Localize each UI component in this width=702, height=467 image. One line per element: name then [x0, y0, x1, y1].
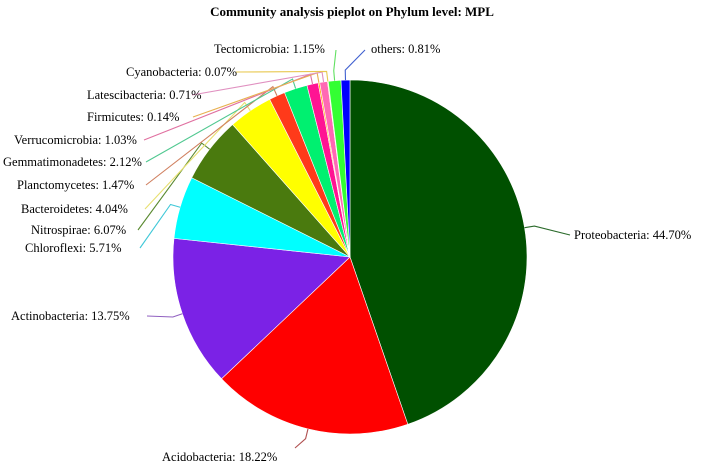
slice-label-nitrospirae: Nitrospirae: 6.07%	[31, 223, 126, 237]
leader-line-latescibacteria	[191, 71, 325, 96]
slice-label-bacteroidetes: Bacteroidetes: 4.04%	[21, 202, 128, 216]
leader-line-planctomycetes	[145, 85, 278, 186]
leader-line-proteobacteria	[524, 225, 571, 236]
slice-label-firmicutes: Firmicutes: 0.14%	[87, 110, 179, 124]
leader-lines	[137, 49, 571, 449]
slice-labels: Proteobacteria: 44.70% Acidobacteria: 18.…	[3, 42, 691, 464]
leader-line-cyanobacteria	[235, 70, 329, 82]
leader-line-nitrospirae	[137, 142, 210, 231]
leader-line-gemmatimonadetes	[145, 78, 297, 163]
slice-label-others: others: 0.81%	[371, 42, 440, 56]
leader-line-acidobacteria	[294, 428, 309, 449]
slice-label-gemmatimonadetes: Gemmatimonadetes: 2.12%	[3, 155, 142, 169]
slice-label-actinobacteria: Actinobacteria: 13.75%	[11, 309, 130, 323]
pie-slice-acidobacteria	[221, 256, 409, 435]
slice-label-cyanobacteria: Cyanobacteria: 0.07%	[126, 65, 237, 79]
slice-label-acidobacteria: Acidobacteria: 18.22%	[162, 450, 277, 464]
leader-line-others	[344, 49, 366, 81]
leader-line-bacteroidetes	[144, 101, 251, 210]
leader-line-actinobacteria	[146, 313, 183, 318]
pie-slices	[172, 79, 528, 435]
slice-label-planctomycetes: Planctomycetes: 1.47%	[17, 178, 134, 192]
leader-line-chloroflexi	[139, 203, 181, 249]
slice-label-chloroflexi: Chloroflexi: 5.71%	[25, 241, 122, 255]
slice-label-tectomicrobia: Tectomicrobia: 1.15%	[214, 42, 325, 56]
slice-label-latescibacteria: Latescibacteria: 0.71%	[87, 88, 202, 102]
pie-slice-proteobacteria	[349, 79, 528, 425]
chart-title: Community analysis pieplot on Phylum lev…	[210, 4, 494, 19]
slice-label-proteobacteria: Proteobacteria: 44.70%	[574, 228, 691, 242]
slice-label-verrucomicrobia: Verrucomicrobia: 1.03%	[14, 133, 137, 147]
leader-line-tectomicrobia	[333, 49, 337, 81]
